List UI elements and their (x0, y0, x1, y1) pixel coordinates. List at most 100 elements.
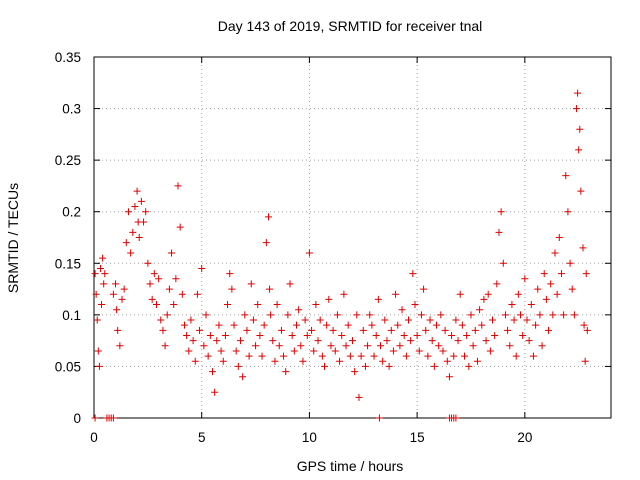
y-tick-label: 0.25 (55, 153, 81, 168)
y-axis-label: SRMTID / TECUs (5, 183, 21, 293)
data-point (112, 280, 120, 288)
data-point (424, 352, 432, 360)
data-point (157, 316, 165, 324)
data-point (146, 280, 154, 288)
data-point (174, 182, 182, 190)
data-point (465, 362, 473, 370)
data-point (340, 290, 348, 298)
data-point (497, 208, 505, 216)
y-tick-label: 0.15 (55, 256, 81, 271)
data-point (170, 301, 178, 309)
data-point (180, 321, 188, 329)
data-point (579, 244, 587, 252)
data-point (91, 270, 99, 278)
data-point (519, 331, 527, 339)
data-point (303, 331, 311, 339)
data-point (187, 316, 195, 324)
data-point (383, 337, 391, 345)
data-point (452, 316, 460, 324)
data-point (99, 254, 107, 262)
data-point (499, 259, 507, 267)
y-tick-label: 0.35 (55, 50, 81, 65)
data-point (267, 311, 275, 319)
zero-value-point (109, 414, 117, 422)
data-point (430, 362, 438, 370)
data-point (109, 290, 117, 298)
data-point (428, 337, 436, 345)
data-point (133, 187, 141, 195)
data-point (560, 311, 568, 319)
data-point (135, 234, 143, 241)
data-point (137, 197, 145, 205)
x-axis-label: GPS time / hours (297, 458, 404, 474)
data-point (142, 208, 150, 216)
data-point (331, 347, 339, 355)
data-point (206, 331, 214, 339)
data-point (514, 290, 522, 298)
data-point (239, 373, 247, 381)
data-point (573, 105, 581, 113)
data-point (364, 342, 372, 350)
data-point (387, 326, 395, 334)
data-point (568, 285, 576, 293)
data-point (581, 357, 589, 365)
data-point (454, 337, 462, 345)
data-point (422, 326, 430, 334)
data-point (576, 125, 584, 133)
data-point (338, 331, 346, 339)
data-point (495, 228, 503, 236)
data-point (116, 342, 124, 350)
zero-markers (91, 414, 460, 422)
data-point (308, 326, 316, 334)
data-point (127, 249, 135, 257)
data-point (493, 280, 501, 288)
data-point (114, 326, 122, 334)
data-point (100, 280, 108, 288)
data-point (93, 316, 101, 324)
data-point (183, 331, 191, 339)
data-point (443, 357, 451, 365)
data-point (394, 321, 402, 329)
data-point (357, 352, 365, 360)
data-points (91, 89, 591, 401)
data-point (155, 275, 163, 283)
data-point (512, 352, 520, 360)
data-point (534, 285, 542, 293)
data-point (471, 326, 479, 334)
x-tick-label: 20 (517, 430, 532, 445)
data-point (484, 290, 492, 298)
data-point (349, 337, 356, 345)
y-tick-label: 0 (73, 411, 81, 426)
data-point (377, 342, 385, 350)
data-point (504, 326, 512, 334)
data-point (433, 321, 441, 329)
data-point (288, 331, 296, 339)
data-point (396, 342, 404, 350)
data-point (271, 357, 279, 365)
chart-title: Day 143 of 2019, SRMTID for receiver tna… (218, 18, 483, 34)
data-point (262, 239, 270, 247)
data-point (92, 290, 100, 298)
data-point (318, 352, 326, 360)
zero-value-point (375, 414, 383, 422)
data-point (277, 326, 285, 334)
data-point (478, 321, 486, 329)
data-point (389, 347, 397, 355)
data-point (122, 239, 130, 247)
data-point (448, 331, 456, 339)
y-tick-label: 0.1 (62, 308, 81, 323)
data-point (266, 285, 274, 293)
data-point (284, 311, 292, 319)
data-point (420, 285, 428, 293)
y-tick-label: 0.3 (62, 102, 81, 117)
x-tick-label: 10 (302, 430, 317, 445)
data-point (463, 331, 471, 339)
data-point (368, 321, 376, 329)
data-point (290, 347, 298, 355)
data-point (96, 264, 104, 272)
data-point (441, 326, 449, 334)
data-point (407, 337, 415, 345)
data-point (215, 321, 223, 329)
data-point (577, 187, 585, 195)
